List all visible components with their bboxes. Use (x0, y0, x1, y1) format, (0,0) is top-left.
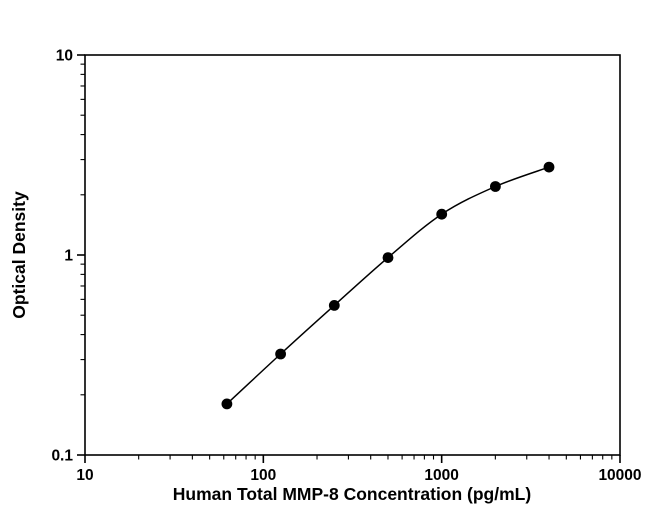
y-axis-title: Optical Density (9, 191, 29, 319)
y-tick-label: 10 (56, 47, 73, 64)
x-tick-label: 10000 (598, 467, 641, 484)
data-point (275, 348, 286, 360)
x-tick-label: 10 (76, 467, 93, 484)
data-point (543, 161, 555, 173)
x-axis-title: Human Total MMP-8 Concentration (pg/mL) (173, 484, 531, 504)
data-point (436, 208, 448, 220)
data-point (490, 181, 501, 192)
x-tick-label: 1000 (424, 467, 458, 484)
x-axis-ticks (84, 455, 621, 463)
plot-area (84, 54, 621, 456)
data-series (221, 161, 555, 410)
x-axis-tick-labels: 10 100 1000 10000 (76, 467, 641, 484)
plot-frame (84, 54, 621, 456)
curve-line (226, 166, 550, 405)
data-point (382, 252, 394, 263)
data-point (221, 398, 233, 410)
y-axis-tick-labels: 0.1 1 10 (51, 47, 73, 464)
x-tick-label: 100 (250, 467, 276, 484)
data-point (328, 300, 340, 311)
y-axis-ticks (77, 54, 85, 456)
y-tick-label: 0.1 (51, 447, 73, 464)
y-tick-label: 1 (64, 247, 73, 264)
